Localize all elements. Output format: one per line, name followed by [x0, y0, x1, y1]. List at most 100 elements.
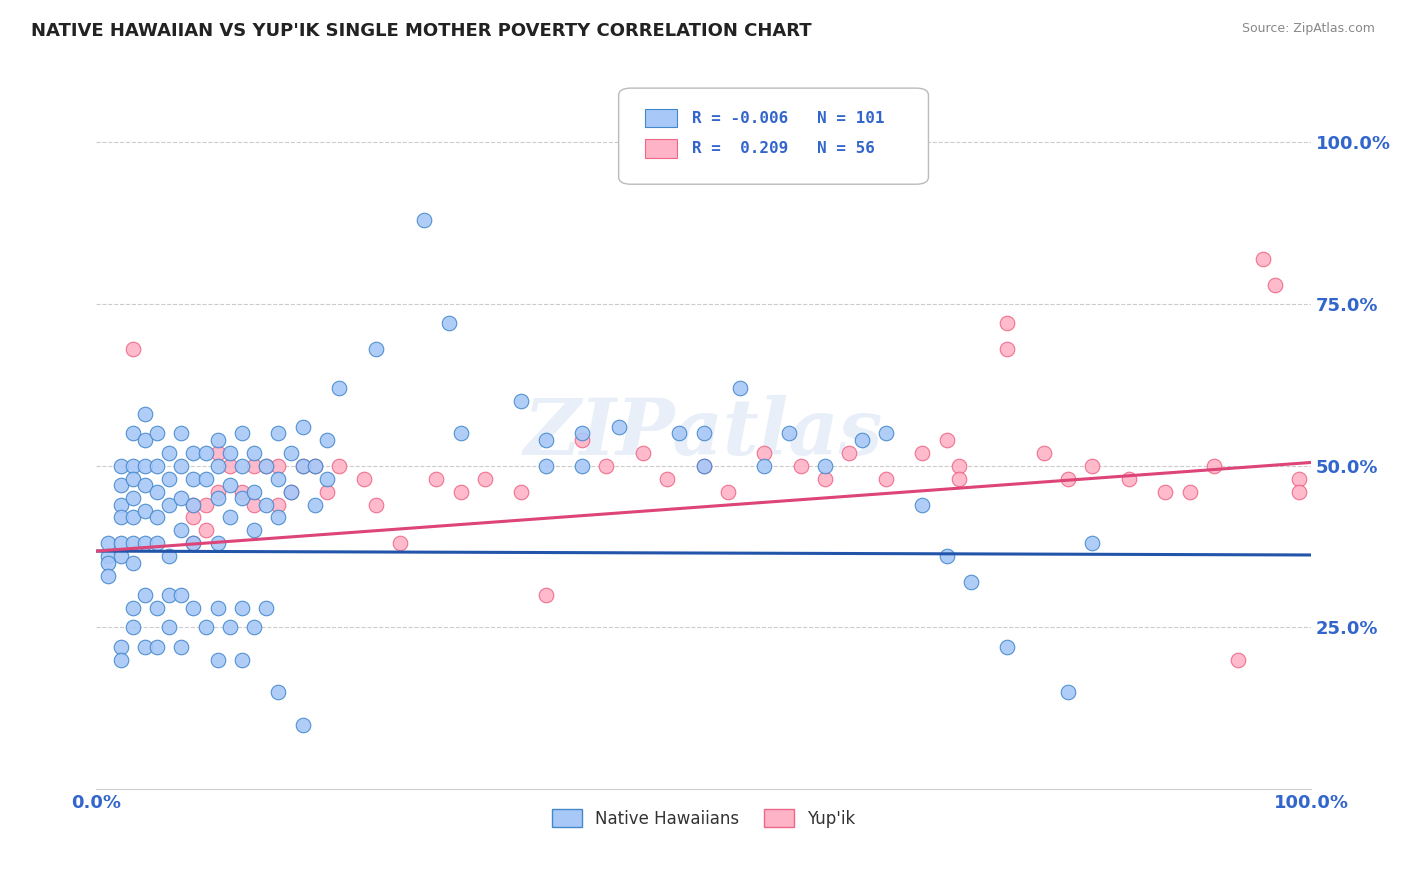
Point [110, 549, 132, 564]
Point [254, 458, 277, 473]
Point [1202, 458, 1225, 473]
Point [97, 556, 120, 570]
Point [875, 472, 897, 486]
Point [534, 433, 557, 447]
Point [254, 458, 277, 473]
Point [851, 433, 873, 447]
Point [134, 640, 156, 654]
Point [1251, 252, 1274, 266]
Point [121, 491, 143, 505]
Point [121, 601, 143, 615]
Point [231, 484, 253, 499]
Point [207, 433, 229, 447]
Point [157, 588, 180, 602]
Point [948, 458, 970, 473]
Point [110, 536, 132, 550]
Point [110, 510, 132, 524]
Point [194, 446, 217, 460]
Point [1081, 458, 1104, 473]
Point [935, 549, 957, 564]
Point [474, 472, 496, 486]
Point [267, 472, 290, 486]
Point [243, 620, 266, 634]
Point [183, 446, 205, 460]
Point [170, 491, 193, 505]
Text: R =  0.209   N = 56: R = 0.209 N = 56 [692, 141, 875, 156]
Point [218, 458, 240, 473]
Point [170, 524, 193, 538]
Point [121, 510, 143, 524]
Point [121, 426, 143, 441]
Point [134, 458, 156, 473]
Point [121, 472, 143, 486]
Point [231, 653, 253, 667]
Point [316, 472, 339, 486]
Point [157, 498, 180, 512]
Point [304, 498, 326, 512]
Point [364, 342, 387, 356]
Point [510, 394, 533, 409]
Point [948, 472, 970, 486]
Point [838, 446, 860, 460]
Point [291, 458, 314, 473]
Point [364, 498, 387, 512]
Point [778, 426, 800, 441]
Point [328, 458, 350, 473]
Point [291, 420, 314, 434]
Point [353, 472, 375, 486]
FancyBboxPatch shape [645, 139, 676, 158]
Point [243, 484, 266, 499]
Point [534, 588, 557, 602]
Point [146, 484, 169, 499]
Point [194, 524, 217, 538]
Point [1081, 536, 1104, 550]
Point [146, 601, 169, 615]
Point [692, 458, 714, 473]
Point [110, 653, 132, 667]
Point [254, 601, 277, 615]
Point [243, 458, 266, 473]
Point [997, 640, 1019, 654]
Point [657, 472, 679, 486]
Point [450, 484, 472, 499]
Point [207, 653, 229, 667]
Point [207, 458, 229, 473]
Point [911, 446, 934, 460]
Text: NATIVE HAWAIIAN VS YUP'IK SINGLE MOTHER POVERTY CORRELATION CHART: NATIVE HAWAIIAN VS YUP'IK SINGLE MOTHER … [31, 22, 811, 40]
Point [121, 556, 143, 570]
Point [97, 568, 120, 582]
Point [280, 446, 302, 460]
Point [668, 426, 690, 441]
Point [595, 458, 617, 473]
Point [110, 458, 132, 473]
Point [1178, 484, 1201, 499]
Point [231, 426, 253, 441]
Point [316, 433, 339, 447]
Point [571, 458, 593, 473]
Text: ZIPatlas: ZIPatlas [524, 395, 883, 472]
Point [231, 601, 253, 615]
Point [1057, 472, 1080, 486]
Point [231, 491, 253, 505]
Point [960, 575, 983, 590]
Point [1227, 653, 1250, 667]
Point [157, 446, 180, 460]
Point [218, 446, 240, 460]
Point [1264, 277, 1286, 292]
FancyBboxPatch shape [619, 88, 928, 185]
Point [388, 536, 411, 550]
Point [1154, 484, 1177, 499]
Point [170, 640, 193, 654]
Point [134, 478, 156, 492]
Point [243, 524, 266, 538]
Point [183, 536, 205, 550]
FancyBboxPatch shape [645, 109, 676, 128]
Point [935, 433, 957, 447]
Point [170, 426, 193, 441]
Point [1032, 446, 1054, 460]
Point [170, 458, 193, 473]
Point [207, 446, 229, 460]
Point [267, 458, 290, 473]
Point [1288, 472, 1310, 486]
Point [413, 212, 436, 227]
